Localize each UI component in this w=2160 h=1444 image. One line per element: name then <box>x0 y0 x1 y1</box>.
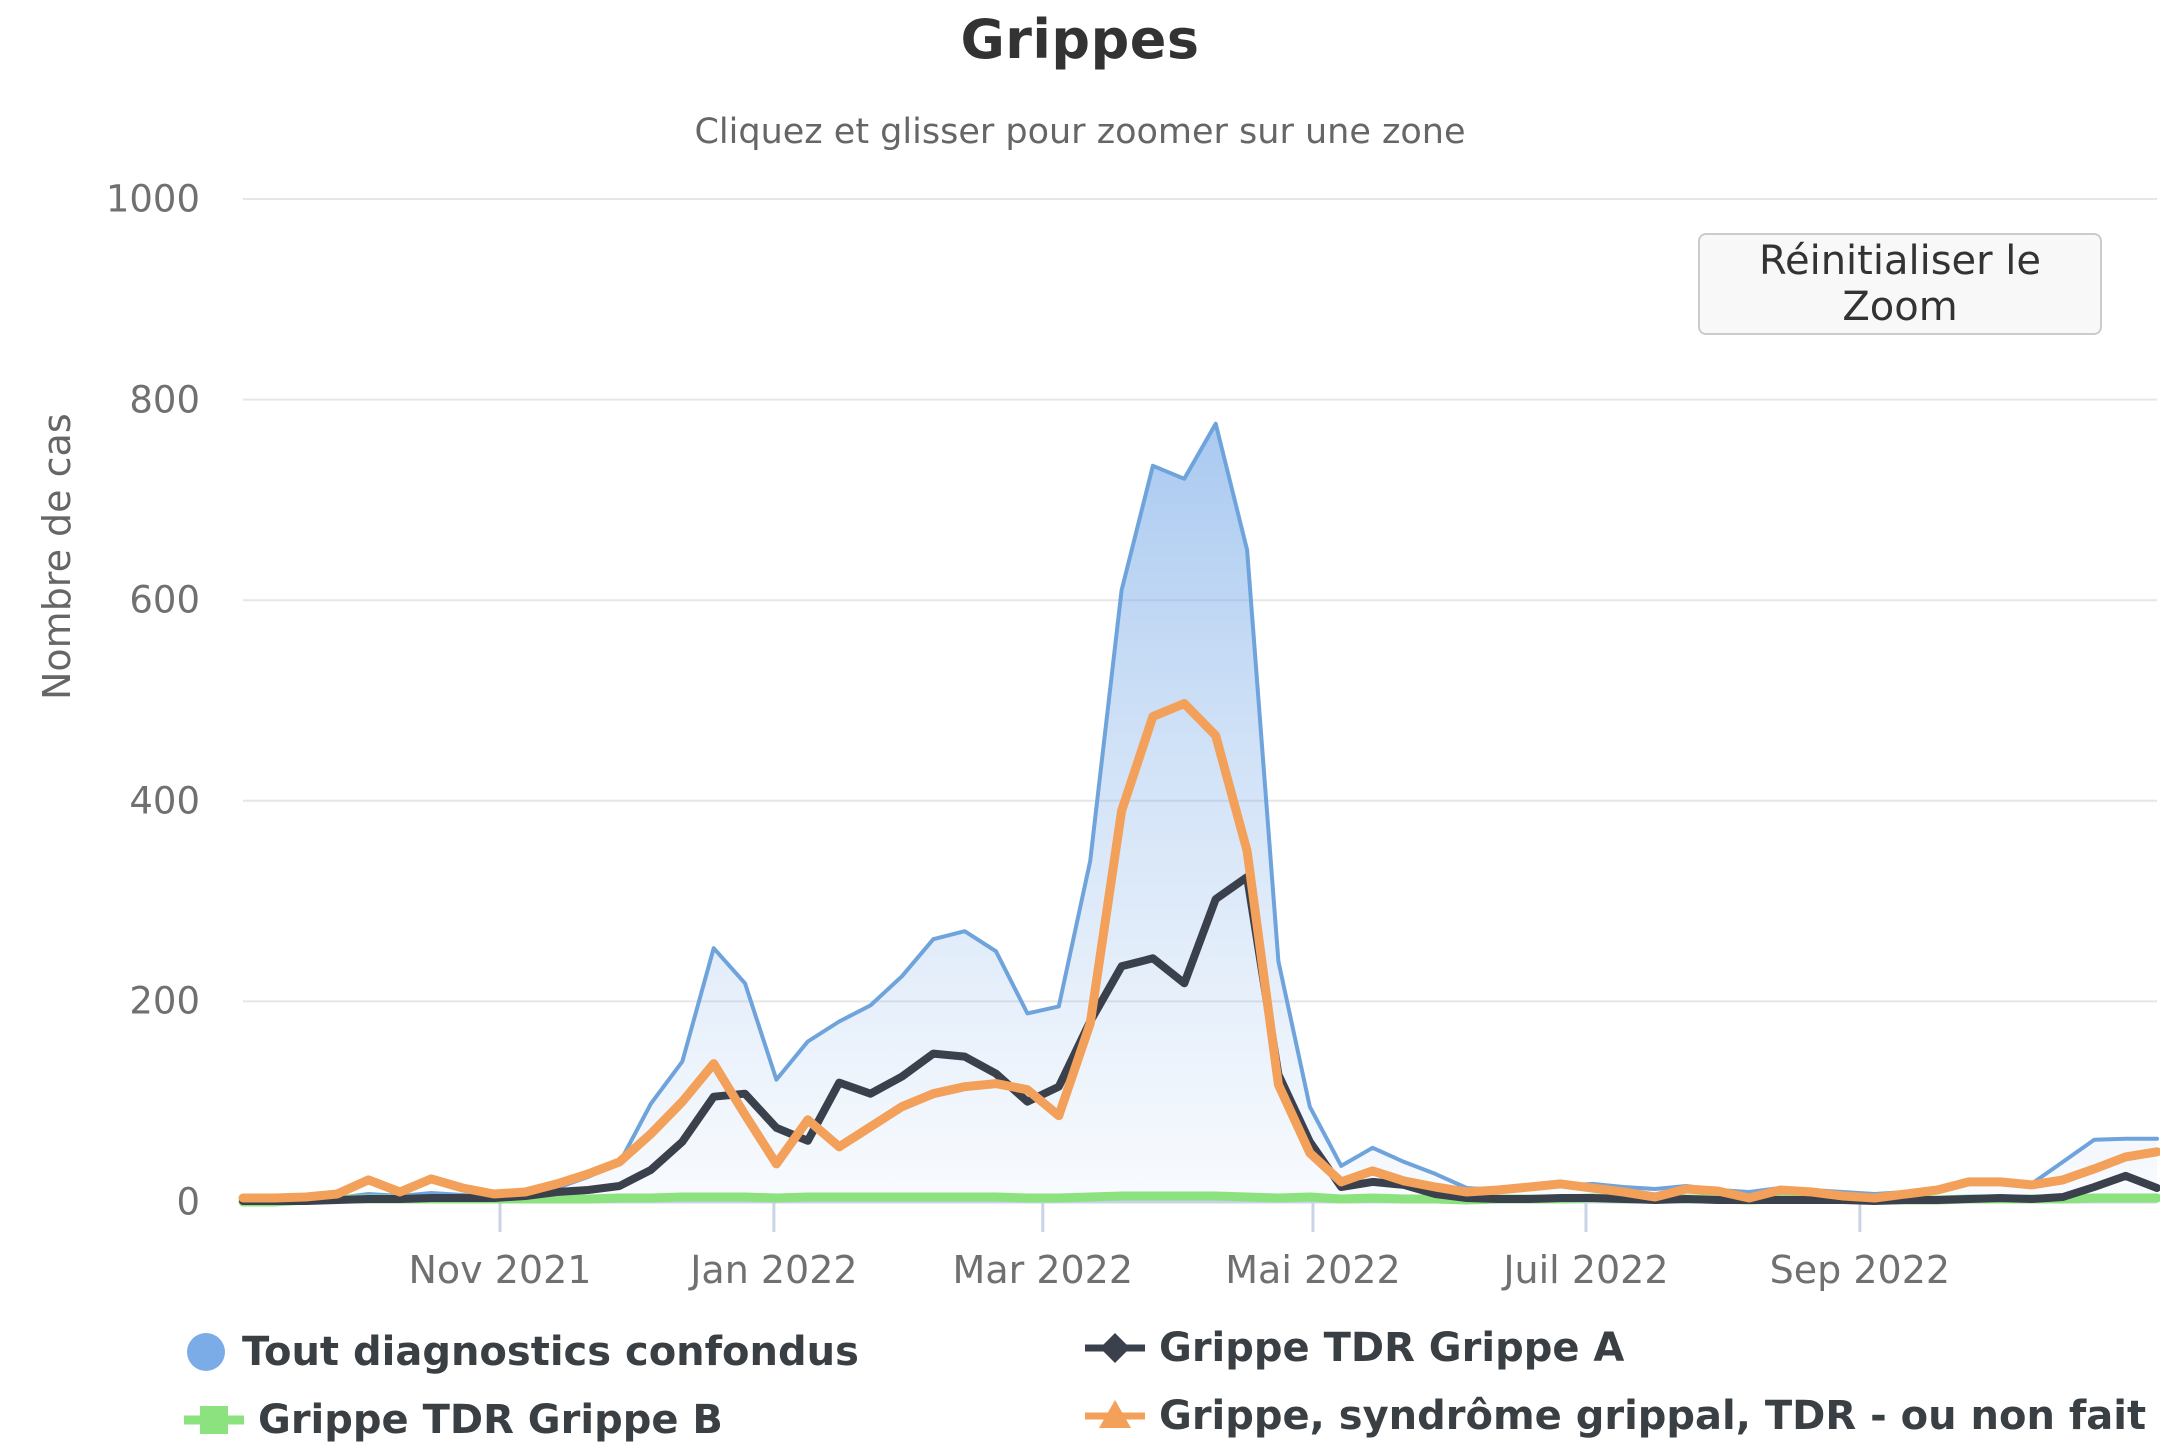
legend-label: Grippe, syndrôme grippal, TDR - ou non f… <box>1159 1393 2147 1439</box>
square-marker-icon <box>184 1406 244 1434</box>
series-area-tout-diagnostics[interactable] <box>243 423 2157 1202</box>
series-line-grippe-a[interactable] <box>239 873 2160 1205</box>
y-tick-label: 600 <box>129 578 200 622</box>
x-tick-label: Juil 2022 <box>1503 1248 1669 1292</box>
reset-zoom-button[interactable]: Réinitialiser le Zoom <box>1698 233 2102 335</box>
x-tick-label: Jan 2022 <box>690 1248 858 1292</box>
series-line-syndrome-grippal[interactable] <box>238 699 2160 1203</box>
page-title: Grippes <box>960 8 1200 71</box>
legend-item-tout-diagnostics[interactable]: Tout diagnostics confondus <box>184 1328 859 1376</box>
y-tick-label: 0 <box>176 1180 200 1224</box>
legend-label: Grippe TDR Grippe B <box>258 1397 723 1443</box>
diamond-marker-icon <box>1085 1333 1145 1363</box>
legend-label: Grippe TDR Grippe A <box>1159 1325 1625 1371</box>
x-tick-label: Sep 2022 <box>1769 1248 1951 1292</box>
chart-subtitle: Cliquez et glisser pour zoomer sur une z… <box>694 112 1466 152</box>
circle-marker-icon <box>187 1333 225 1371</box>
legend-item-grippe-b[interactable]: Grippe TDR Grippe B <box>184 1396 723 1444</box>
x-tick-label: Mar 2022 <box>952 1248 1134 1292</box>
x-tick-label: Nov 2021 <box>408 1248 592 1292</box>
legend-label: Tout diagnostics confondus <box>242 1329 859 1375</box>
triangle-marker-icon <box>1085 1400 1145 1428</box>
y-tick-label: 1000 <box>105 177 200 221</box>
legend-item-grippe-a[interactable]: Grippe TDR Grippe A <box>1085 1324 1624 1372</box>
x-tick-label: Mai 2022 <box>1225 1248 1401 1292</box>
y-tick-label: 400 <box>129 779 200 823</box>
legend-item-syndrome-grippal[interactable]: Grippe, syndrôme grippal, TDR - ou non f… <box>1085 1392 2146 1440</box>
reset-zoom-label: Réinitialiser le Zoom <box>1758 238 2042 330</box>
y-tick-label: 800 <box>129 378 200 422</box>
y-tick-label: 200 <box>129 979 200 1023</box>
